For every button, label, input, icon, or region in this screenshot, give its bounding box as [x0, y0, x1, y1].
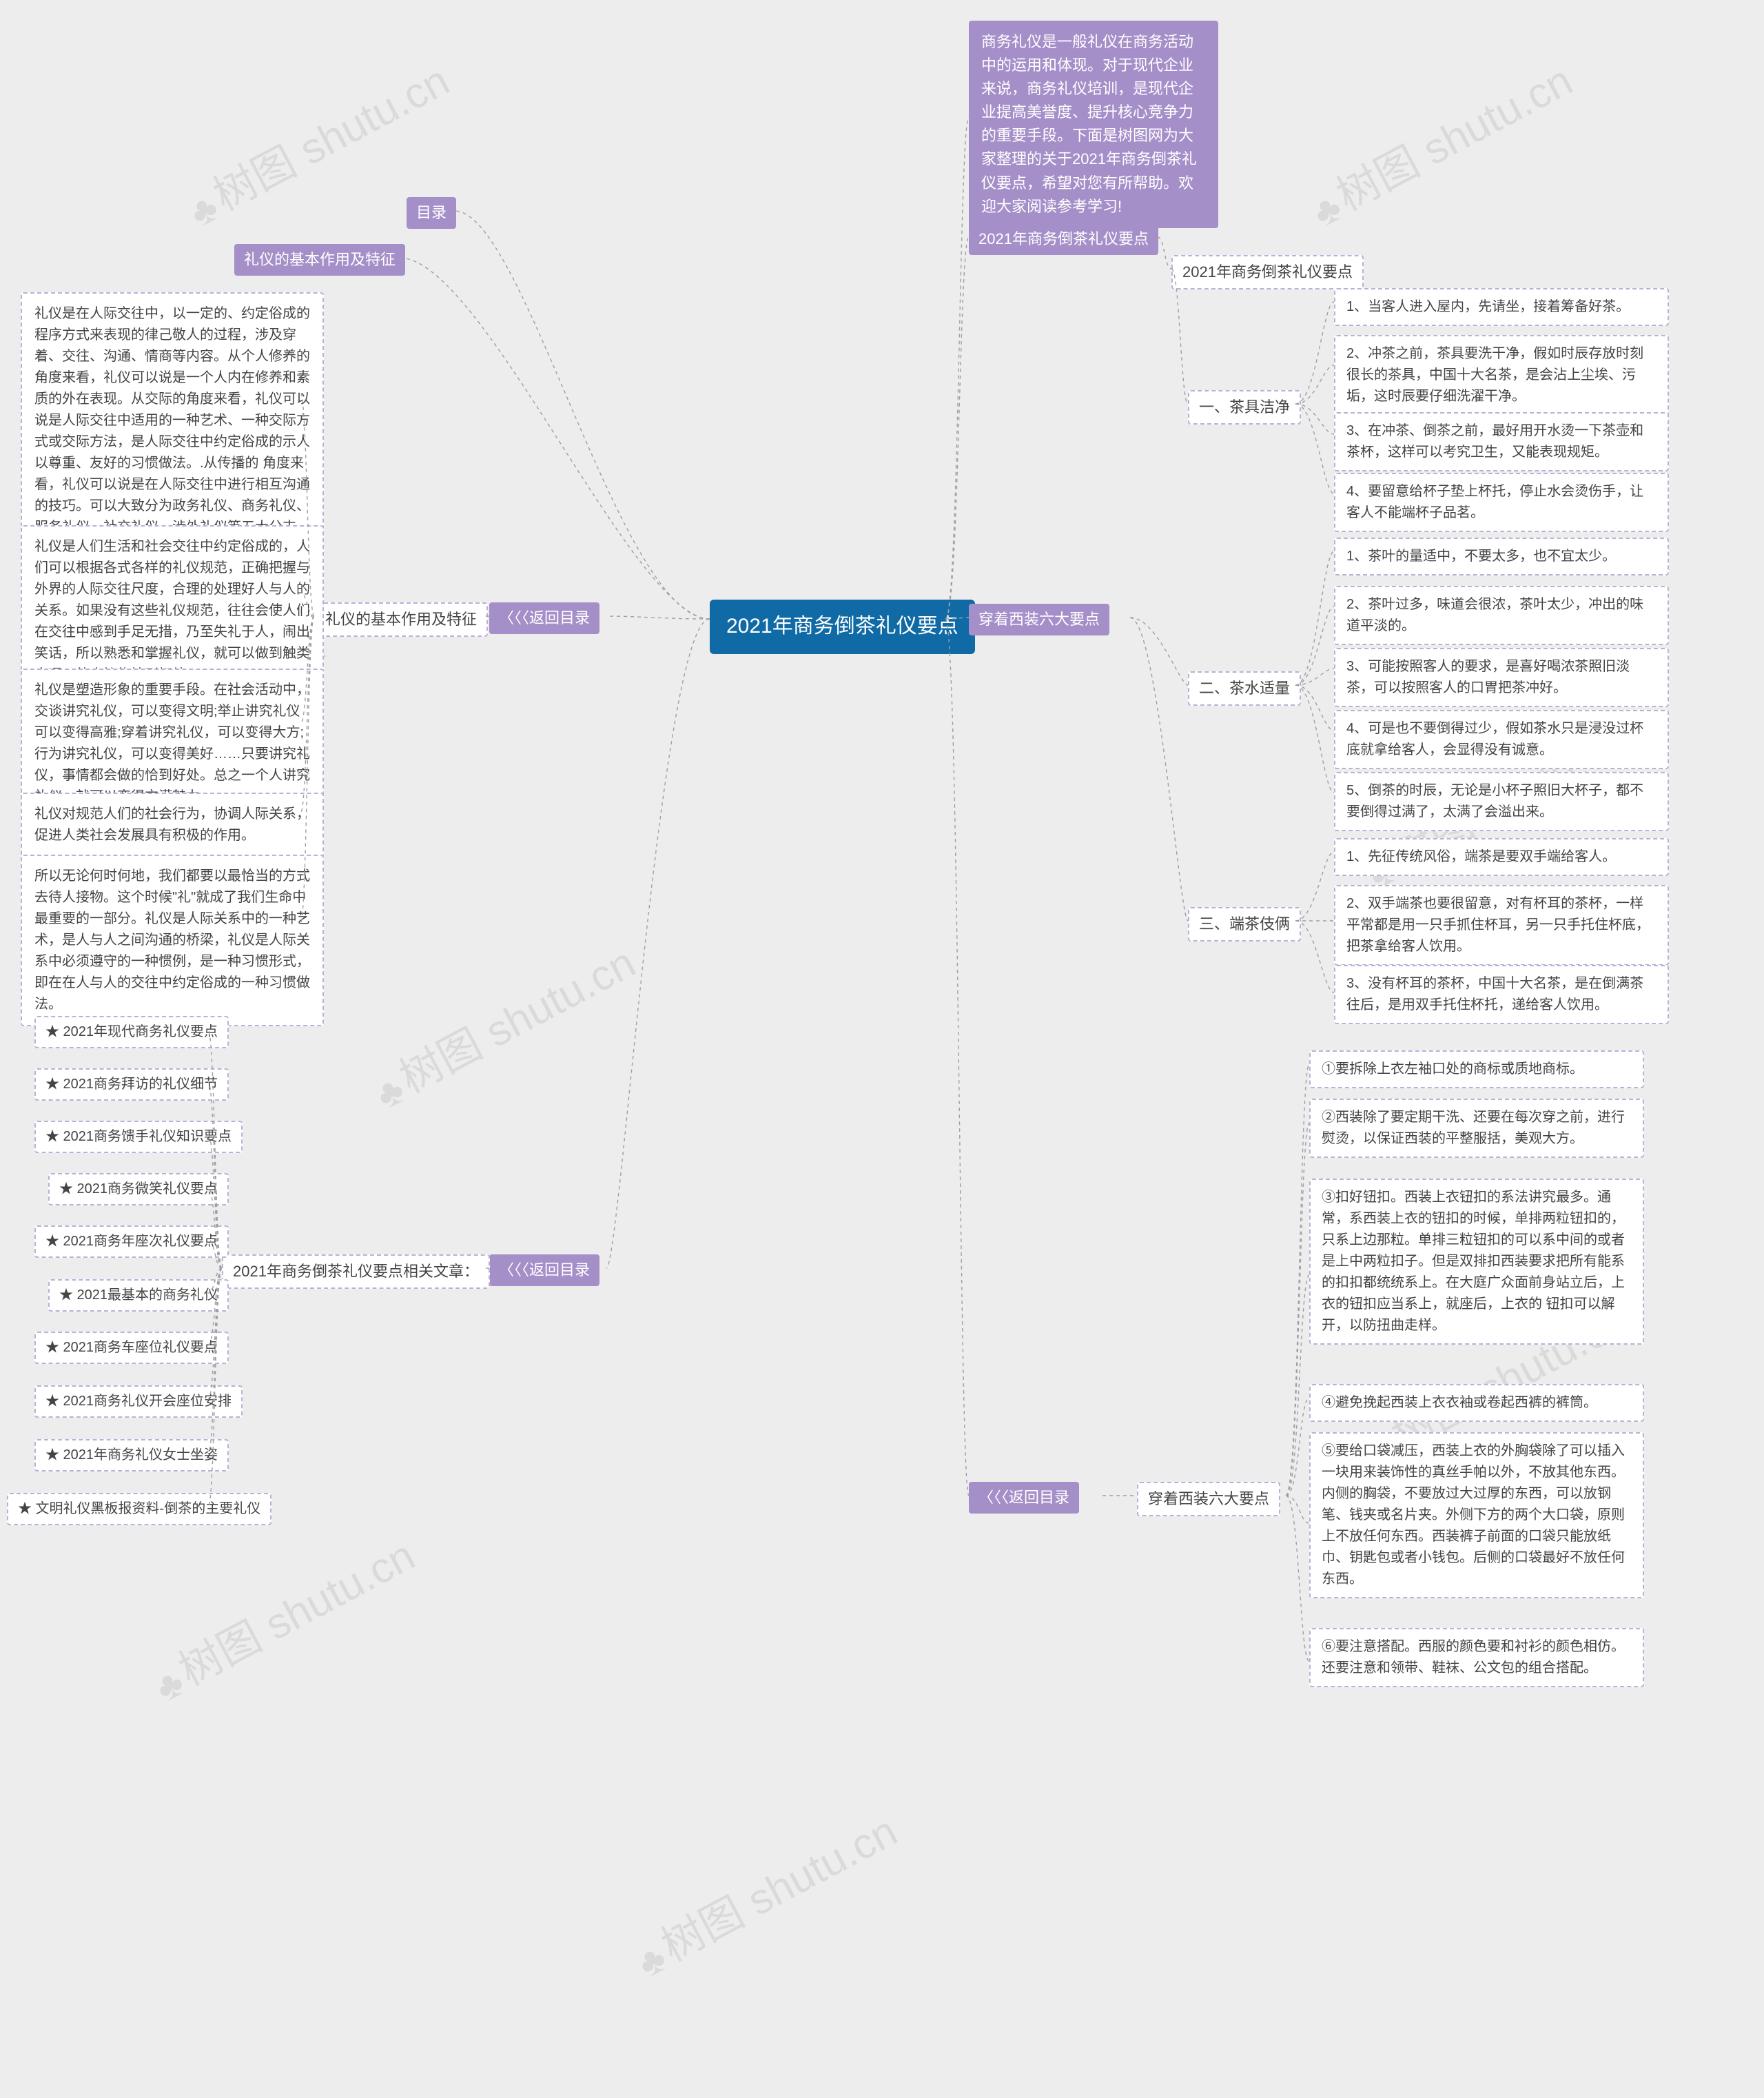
sec-2a: 1、茶叶的量适中，不要太多，也不宜太少。 [1334, 538, 1669, 576]
sec-1b: 2、冲茶之前，茶具要洗干净，假如时辰存放时刻很长的茶具，中国十大名茶，是会沾上尘… [1334, 335, 1669, 416]
sec-1-title: 一、茶具洁净 [1188, 390, 1301, 425]
return-toc-3[interactable]: 〈〈〈返回目录 [969, 1482, 1079, 1514]
xz-f: ⑥要注意搭配。西服的颜色要和衬衫的颜色相仿。还要注意和领带、鞋袜、公文包的组合搭… [1309, 1628, 1644, 1687]
tree-icon: ♣ [369, 1066, 412, 1118]
sec-3-title: 三、端茶伎俩 [1188, 907, 1301, 941]
tree-icon: ♣ [630, 1935, 674, 1986]
sec-3c: 3、没有杯耳的茶杯，中国十大名茶，是在倒满茶往后，是用双手托住杯托，递给客人饮用… [1334, 965, 1669, 1024]
related-hub: 2021年商务倒茶礼仪要点相关文章： [222, 1254, 490, 1289]
branch-basics[interactable]: 礼仪的基本作用及特征 [234, 244, 405, 276]
intro-box: 商务礼仪是一般礼仪在商务活动中的运用和体现。对于现代企业来说，商务礼仪培训，是现… [969, 21, 1218, 228]
branch-toc[interactable]: 目录 [407, 197, 456, 229]
sub-yaodian: 2021年商务倒茶礼仪要点 [1171, 255, 1364, 289]
related-5[interactable]: ★ 2021商务年座次礼仪要点 [34, 1225, 229, 1258]
watermark: ♣树图 shutu.cn [622, 1797, 906, 1987]
return-toc-2[interactable]: 〈〈〈返回目录 [489, 1254, 599, 1286]
root-node[interactable]: 2021年商务倒茶礼仪要点 [710, 600, 975, 654]
xz-c: ③扣好钮扣。西装上衣钮扣的系法讲究最多。通常，系西装上衣的钮扣的时候，单排两粒钮… [1309, 1179, 1644, 1345]
para-5: 所以无论何时何地，我们都要以最恰当的方式去待人接物。这个时候"礼"就成了我们生命… [21, 855, 324, 1026]
watermark: ♣树图 shutu.cn [140, 1521, 424, 1711]
xz-a: ①要拆除上衣左袖口处的商标或质地商标。 [1309, 1050, 1644, 1088]
related-10[interactable]: ★ 文明礼仪黑板报资料-倒茶的主要礼仪 [7, 1493, 271, 1525]
para-4: 礼仪对规范人们的社会行为，协调人际关系，促进人类社会发展具有积极的作用。 [21, 793, 324, 857]
related-7[interactable]: ★ 2021商务车座位礼仪要点 [34, 1332, 229, 1364]
sec-1d: 4、要留意给杯子垫上杯托，停止水会烫伤手，让客人不能端杯子品茗。 [1334, 473, 1669, 532]
xz-hub: 穿着西装六大要点 [1137, 1482, 1280, 1516]
branch-yaodian[interactable]: 2021年商务倒茶礼仪要点 [969, 223, 1158, 255]
sec-2e: 5、倒茶的时辰，无论是小杯子照旧大杯子，都不要倒得过满了，太满了会溢出来。 [1334, 772, 1669, 831]
related-8[interactable]: ★ 2021商务礼仪开会座位安排 [34, 1385, 243, 1418]
related-3[interactable]: ★ 2021商务馈手礼仪知识要点 [34, 1121, 243, 1153]
sec-1c: 3、在冲茶、倒茶之前，最好用开水烫一下茶壶和茶杯，这样可以考究卫生，又能表现规矩… [1334, 412, 1669, 471]
sec-2-title: 二、茶水适量 [1188, 671, 1301, 706]
para-1: 礼仪是在人际交往中，以一定的、约定俗成的程序方式来表现的律己敬人的过程，涉及穿着… [21, 292, 324, 549]
return-label-basics: 礼仪的基本作用及特征 [314, 602, 488, 637]
xz-d: ④避免挽起西装上衣衣袖或卷起西裤的裤筒。 [1309, 1384, 1644, 1422]
watermark: ♣树图 shutu.cn [360, 928, 644, 1119]
watermark: ♣树图 shutu.cn [1298, 46, 1581, 236]
tree-icon: ♣ [1306, 184, 1349, 236]
sec-2b: 2、茶叶过多，味道会很浓，茶叶太少，冲出的味道平淡的。 [1334, 586, 1669, 645]
sec-3a: 1、先征传统风俗，端茶是要双手端给客人。 [1334, 838, 1669, 876]
return-toc-1[interactable]: 〈〈〈返回目录 [489, 602, 599, 634]
related-6[interactable]: ★ 2021最基本的商务礼仪 [48, 1279, 229, 1312]
xz-e: ⑤要给口袋减压，西装上衣的外胸袋除了可以插入一块用来装饰性的真丝手帕以外，不放其… [1309, 1432, 1644, 1598]
related-2[interactable]: ★ 2021商务拜访的礼仪细节 [34, 1068, 229, 1101]
related-9[interactable]: ★ 2021年商务礼仪女士坐姿 [34, 1439, 229, 1471]
sec-3b: 2、双手端茶也要很留意，对有杯耳的茶杯，一样平常都是用一只手抓住杯耳，另一只手托… [1334, 885, 1669, 966]
sec-2c: 3、可能按照客人的要求，是喜好喝浓茶照旧淡茶，可以按照客人的口胃把茶冲好。 [1334, 648, 1669, 707]
related-4[interactable]: ★ 2021商务微笑礼仪要点 [48, 1173, 229, 1205]
tree-icon: ♣ [148, 1659, 192, 1711]
related-1[interactable]: ★ 2021年现代商务礼仪要点 [34, 1016, 229, 1048]
tree-icon: ♣ [183, 184, 226, 236]
branch-suit[interactable]: 穿着西装六大要点 [969, 604, 1109, 635]
xz-b: ②西装除了要定期干洗、还要在每次穿之前，进行熨烫，以保证西装的平整服括，美观大方… [1309, 1099, 1644, 1158]
sec-1a: 1、当客人进入屋内，先请坐，接着筹备好茶。 [1334, 288, 1669, 326]
sec-2d: 4、可是也不要倒得过少，假如茶水只是浸没过杯底就拿给客人，会显得没有诚意。 [1334, 710, 1669, 769]
